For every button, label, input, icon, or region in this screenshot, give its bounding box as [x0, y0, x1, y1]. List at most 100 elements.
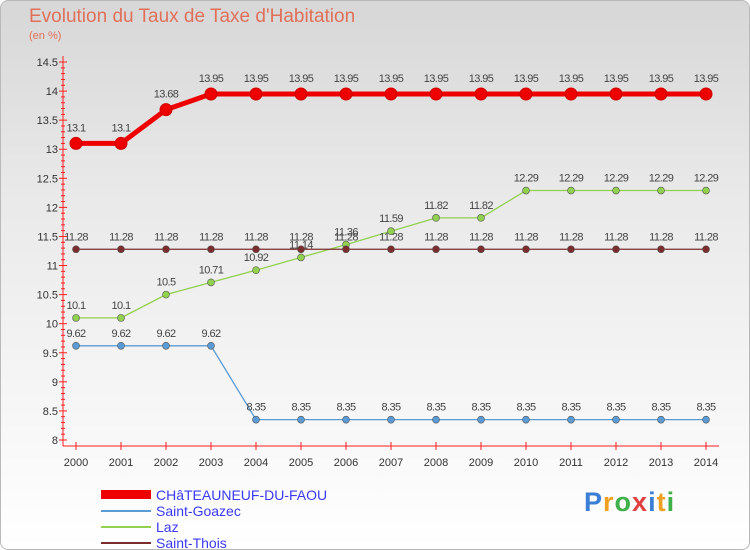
data-label-2: 10.5: [156, 277, 175, 289]
data-label-3: 11.28: [469, 231, 493, 243]
logo-letter: r: [603, 487, 615, 517]
data-label-1: 8.35: [336, 402, 355, 414]
data-label-1: 8.35: [471, 402, 490, 414]
chart-title: Evolution du Taux de Taxe d'Habitation: [29, 6, 356, 27]
x-tick-label: 2010: [514, 457, 538, 469]
data-point-3: [297, 245, 305, 254]
series-line-2: [76, 189, 706, 319]
data-label-2: 12.29: [514, 173, 539, 185]
data-label-0: 13.95: [604, 73, 629, 85]
legend-label-chateauneuf: CHâTEAUNEUF-DU-FAOU: [156, 487, 328, 503]
x-tick-label: 2002: [154, 457, 178, 469]
data-point-3: [567, 245, 575, 254]
data-point-2: [162, 290, 170, 299]
data-label-3: 11.28: [199, 231, 223, 243]
data-label-0: 13.95: [694, 73, 719, 85]
y-tick-label: 14.5: [37, 57, 58, 69]
data-point-3: [387, 245, 395, 254]
data-point-0: [384, 87, 398, 101]
data-label-2: 12.29: [694, 173, 719, 185]
data-point-1: [252, 415, 260, 424]
data-point-3: [207, 245, 215, 254]
x-tick-label: 2006: [334, 457, 358, 469]
data-point-1: [342, 415, 350, 424]
data-label-2: 10.1: [111, 300, 130, 312]
data-label-1: 9.62: [156, 328, 175, 340]
data-label-1: 8.35: [291, 402, 310, 414]
data-point-3: [117, 245, 125, 254]
data-point-3: [522, 245, 530, 254]
data-label-3: 11.28: [289, 231, 313, 243]
data-label-1: 8.35: [381, 402, 400, 414]
data-label-3: 11.28: [694, 231, 718, 243]
data-point-1: [702, 415, 710, 424]
data-label-0: 13.95: [514, 73, 539, 85]
data-label-2: 11.82: [424, 200, 448, 212]
logo-letter: x: [632, 487, 649, 517]
x-tick-label: 2013: [649, 457, 673, 469]
data-label-3: 11.28: [649, 231, 673, 243]
data-label-1: 8.35: [516, 402, 535, 414]
data-point-2: [477, 214, 485, 222]
data-label-0: 13.95: [244, 73, 269, 85]
data-point-3: [72, 245, 80, 254]
data-point-3: [252, 245, 260, 254]
data-label-3: 11.28: [379, 231, 403, 243]
x-tick-label: 2012: [604, 457, 628, 469]
data-point-1: [522, 415, 530, 424]
data-point-0: [474, 87, 488, 101]
data-point-3: [612, 245, 620, 254]
data-label-1: 8.35: [606, 402, 625, 414]
legend-swatch-chateauneuf: [101, 490, 151, 499]
data-point-1: [612, 415, 620, 424]
data-point-0: [699, 87, 713, 101]
data-point-1: [117, 341, 125, 350]
logo-letter: t: [656, 487, 667, 517]
data-point-1: [297, 415, 305, 424]
data-point-1: [162, 341, 170, 350]
data-point-1: [477, 415, 485, 424]
data-point-3: [657, 245, 665, 254]
y-tick-label: 8: [52, 435, 58, 447]
data-point-0: [294, 87, 308, 101]
x-tick-label: 2003: [199, 457, 223, 469]
logo-letter: P: [584, 487, 604, 517]
data-label-0: 13.95: [559, 73, 584, 85]
data-point-0: [159, 103, 173, 117]
y-tick-label: 10: [46, 319, 58, 331]
y-tick-label: 14: [46, 86, 58, 98]
data-label-0: 13.95: [334, 73, 359, 85]
x-tick-label: 2008: [424, 457, 448, 469]
data-point-2: [567, 186, 575, 195]
data-label-0: 13.1: [111, 122, 130, 134]
data-label-1: 9.62: [201, 328, 220, 340]
data-point-2: [207, 278, 215, 287]
y-tick-label: 9.5: [43, 348, 58, 360]
data-label-1: 9.62: [111, 328, 130, 340]
data-label-0: 13.95: [289, 73, 314, 85]
data-label-3: 11.28: [109, 231, 133, 243]
data-label-2: 12.29: [604, 173, 629, 185]
data-label-2: 10.1: [66, 300, 85, 312]
data-label-3: 11.28: [424, 231, 448, 243]
series-line-0: [76, 91, 706, 146]
data-label-0: 13.95: [424, 73, 449, 85]
data-label-2: 11.59: [379, 213, 403, 225]
data-point-1: [567, 415, 575, 424]
data-point-1: [387, 415, 395, 424]
data-label-0: 13.95: [199, 73, 224, 85]
data-point-2: [252, 266, 260, 274]
legend-swatch-saint-goazec: [101, 510, 151, 512]
y-tick-label: 12: [46, 202, 58, 214]
logo-letter: o: [614, 487, 633, 517]
data-point-0: [204, 87, 218, 101]
y-tick-label: 10.5: [37, 290, 58, 302]
x-tick-label: 2009: [469, 457, 493, 469]
data-point-3: [342, 245, 350, 254]
data-point-3: [432, 245, 440, 254]
data-point-2: [657, 186, 665, 195]
data-label-3: 11.28: [154, 231, 178, 243]
x-tick-label: 2007: [379, 457, 403, 469]
data-label-1: 8.35: [246, 402, 265, 414]
